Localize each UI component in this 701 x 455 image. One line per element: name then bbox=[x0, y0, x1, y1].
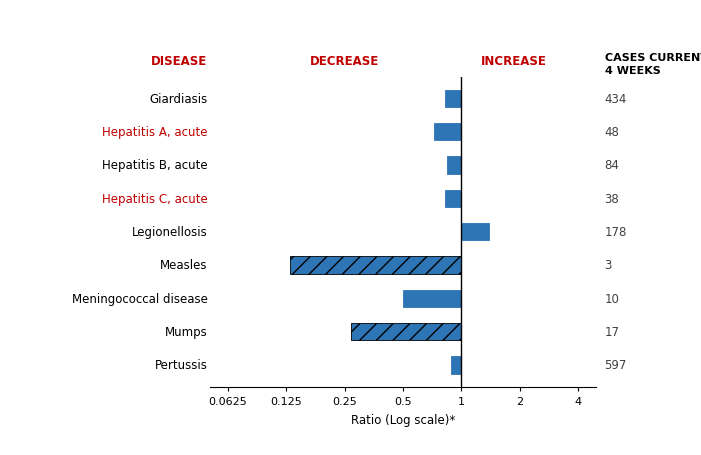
Text: INCREASE: INCREASE bbox=[481, 55, 547, 67]
Text: 17: 17 bbox=[605, 325, 620, 339]
Text: Meningococcal disease: Meningococcal disease bbox=[72, 292, 207, 305]
Text: 434: 434 bbox=[605, 92, 627, 106]
Text: 48: 48 bbox=[605, 126, 620, 139]
Text: Pertussis: Pertussis bbox=[154, 359, 207, 372]
Text: CASES CURRENT: CASES CURRENT bbox=[605, 52, 701, 62]
Text: Hepatitis B, acute: Hepatitis B, acute bbox=[102, 159, 207, 172]
Text: Legionellosis: Legionellosis bbox=[132, 226, 207, 238]
Bar bbox=[444, 190, 461, 207]
X-axis label: Ratio (Log scale)*: Ratio (Log scale)* bbox=[351, 413, 455, 425]
Text: Giardiasis: Giardiasis bbox=[149, 92, 207, 106]
Text: Measles: Measles bbox=[160, 259, 207, 272]
Text: Hepatitis A, acute: Hepatitis A, acute bbox=[102, 126, 207, 139]
Text: DISEASE: DISEASE bbox=[151, 55, 207, 67]
Bar bbox=[447, 157, 461, 174]
Bar bbox=[461, 223, 489, 241]
Text: 597: 597 bbox=[605, 359, 627, 372]
Legend: Beyond historical limits: Beyond historical limits bbox=[279, 451, 465, 455]
Text: 4 WEEKS: 4 WEEKS bbox=[605, 66, 660, 76]
Bar bbox=[351, 323, 461, 340]
Text: Hepatitis C, acute: Hepatitis C, acute bbox=[102, 192, 207, 205]
Bar bbox=[403, 290, 461, 307]
Text: 10: 10 bbox=[605, 292, 620, 305]
Text: DECREASE: DECREASE bbox=[310, 55, 379, 67]
Bar bbox=[451, 356, 461, 374]
Bar bbox=[434, 124, 461, 141]
Text: 3: 3 bbox=[605, 259, 612, 272]
Text: 84: 84 bbox=[605, 159, 620, 172]
Text: Mumps: Mumps bbox=[165, 325, 207, 339]
Bar bbox=[290, 257, 461, 274]
Bar bbox=[444, 91, 461, 108]
Text: 38: 38 bbox=[605, 192, 620, 205]
Text: 178: 178 bbox=[605, 226, 627, 238]
